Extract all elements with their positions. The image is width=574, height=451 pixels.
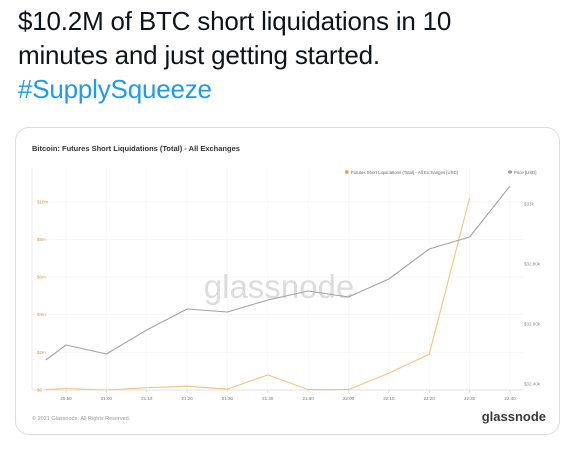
y-left-tick-label: $4m [37, 312, 46, 317]
chart-image-card[interactable]: Bitcoin: Futures Short Liquidations (Tot… [15, 127, 560, 435]
x-tick-label: 21:40 [262, 396, 274, 401]
y-right-tick-label: $32.60k [524, 322, 541, 327]
x-tick-label: 21:30 [222, 396, 234, 401]
hashtag-link[interactable]: #SupplySqueeze [18, 74, 212, 104]
tweet-text-line-1: $10.2M of BTC short liquidations in 10 [18, 6, 452, 36]
x-tick-label: 22:40 [504, 396, 516, 401]
x-tick-label: 22:00 [343, 396, 355, 401]
y-right-tick-label: $32.80k [524, 262, 541, 267]
chart-title: Bitcoin: Futures Short Liquidations (Tot… [32, 144, 240, 153]
x-tick-label: 20:50 [60, 396, 72, 401]
glassnode-brand-logo: glassnode [482, 409, 546, 424]
y-right-tick-label: $33k [524, 202, 535, 207]
x-tick-label: 22:30 [464, 396, 476, 401]
y-left-tick-label: $0 [37, 388, 43, 393]
tweet-text-line-2: minutes and just getting started. [18, 40, 380, 70]
y-left-tick-label: $8m [37, 237, 46, 242]
price-line [45, 185, 511, 361]
chart-series [45, 185, 511, 391]
chart-axes: $0 $2m $4m $6m $8m $10m $32.40k $32.60k $32.80k $… [37, 199, 541, 401]
legend-label-liquidations: Futures Short Liquidations (Total) - All… [351, 170, 458, 175]
y-left-tick-label: $10m [37, 199, 49, 204]
legend-label-price: Price [USD] [514, 170, 536, 175]
chart-legend: Futures Short Liquidations (Total) - All… [345, 170, 536, 175]
x-tick-label: 21:00 [101, 396, 113, 401]
liquidations-chart: Bitcoin: Futures Short Liquidations (Tot… [31, 144, 546, 424]
y-left-tick-label: $2m [37, 350, 46, 355]
x-tick-label: 21:50 [303, 396, 315, 401]
y-right-tick-label: $32.40k [524, 382, 541, 387]
x-tick-label: 22:10 [383, 396, 395, 401]
x-tick-label: 22:20 [424, 396, 436, 401]
tweet-text: $10.2M of BTC short liquidations in 10 m… [18, 4, 558, 106]
liquidations-line [45, 197, 471, 391]
y-left-tick-label: $6m [37, 275, 46, 280]
legend-dot-liquidations [345, 170, 349, 174]
x-tick-label: 21:10 [141, 396, 153, 401]
x-tick-label: 21:20 [181, 396, 193, 401]
chart-watermark: glassnode [204, 268, 354, 305]
copyright-text: © 2021 Glassnode. All Rights Reserved. [32, 415, 131, 422]
